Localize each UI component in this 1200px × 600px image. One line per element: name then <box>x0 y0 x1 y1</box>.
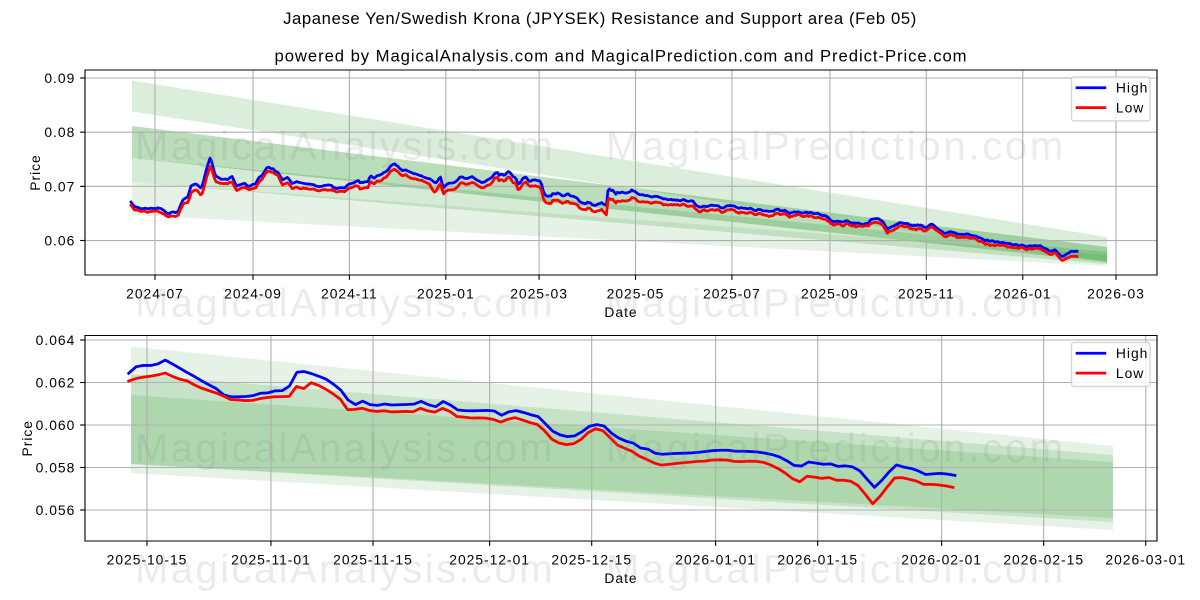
svg-text:Low: Low <box>1116 365 1144 381</box>
svg-text:2024-09: 2024-09 <box>224 285 282 301</box>
svg-text:2025-10-15: 2025-10-15 <box>107 551 188 567</box>
svg-text:2025-07: 2025-07 <box>703 285 761 301</box>
svg-text:Price: Price <box>19 420 35 456</box>
svg-text:2026-01-01: 2026-01-01 <box>675 551 756 567</box>
svg-text:2024-11: 2024-11 <box>321 285 378 301</box>
svg-text:0.060: 0.060 <box>36 417 76 433</box>
svg-text:Price: Price <box>27 154 43 190</box>
svg-text:2025-12-15: 2025-12-15 <box>551 551 632 567</box>
svg-text:MagicalPrediction.com: MagicalPrediction.com <box>606 548 1066 592</box>
svg-text:Japanese Yen/Swedish Krona (JP: Japanese Yen/Swedish Krona (JPYSEK) Resi… <box>283 9 917 28</box>
svg-text:0.08: 0.08 <box>44 124 75 140</box>
svg-text:0.06: 0.06 <box>44 233 75 249</box>
svg-text:Low: Low <box>1116 99 1144 115</box>
svg-text:0.064: 0.064 <box>36 332 76 348</box>
svg-text:Date: Date <box>604 570 637 586</box>
svg-text:High: High <box>1116 80 1148 96</box>
svg-text:2026-02-15: 2026-02-15 <box>1003 551 1084 567</box>
svg-text:MagicalPrediction.com: MagicalPrediction.com <box>606 124 1066 168</box>
svg-text:MagicalAnalysis.com: MagicalAnalysis.com <box>135 426 555 470</box>
svg-text:MagicalAnalysis.com: MagicalAnalysis.com <box>135 282 555 326</box>
svg-text:0.056: 0.056 <box>36 502 76 518</box>
svg-text:2025-01: 2025-01 <box>417 285 475 301</box>
svg-text:2025-11-15: 2025-11-15 <box>333 551 413 567</box>
svg-text:2026-03: 2026-03 <box>1087 285 1145 301</box>
svg-text:powered by MagicalAnalysis.com: powered by MagicalAnalysis.com and Magic… <box>275 47 968 66</box>
svg-text:MagicalPrediction.com: MagicalPrediction.com <box>606 426 1066 470</box>
svg-text:2025-11-01: 2025-11-01 <box>231 551 311 567</box>
svg-text:2025-03: 2025-03 <box>510 285 568 301</box>
svg-text:0.09: 0.09 <box>44 70 75 86</box>
svg-text:MagicalAnalysis.com: MagicalAnalysis.com <box>135 124 555 168</box>
svg-text:0.062: 0.062 <box>36 375 76 391</box>
svg-text:2026-01-15: 2026-01-15 <box>777 551 858 567</box>
svg-text:MagicalPrediction.com: MagicalPrediction.com <box>606 282 1066 326</box>
svg-text:High: High <box>1116 345 1148 361</box>
svg-text:Date: Date <box>604 304 637 320</box>
svg-text:2026-01: 2026-01 <box>994 285 1052 301</box>
svg-text:2026-02-01: 2026-02-01 <box>901 551 982 567</box>
svg-text:2026-03-01: 2026-03-01 <box>1105 551 1186 567</box>
svg-text:2025-12-01: 2025-12-01 <box>449 551 530 567</box>
svg-text:2025-11: 2025-11 <box>898 285 955 301</box>
svg-text:0.07: 0.07 <box>44 178 75 194</box>
svg-text:MagicalAnalysis.com: MagicalAnalysis.com <box>135 548 555 592</box>
svg-text:0.058: 0.058 <box>36 460 76 476</box>
svg-text:2024-07: 2024-07 <box>126 285 184 301</box>
svg-text:2025-09: 2025-09 <box>801 285 859 301</box>
svg-text:2025-05: 2025-05 <box>607 285 665 301</box>
